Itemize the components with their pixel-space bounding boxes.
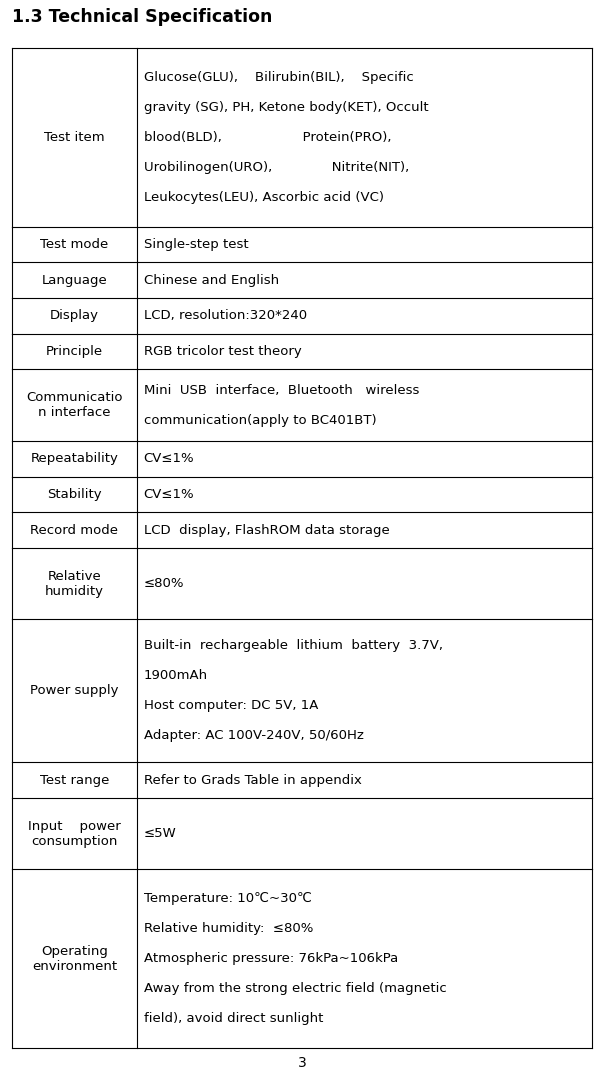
Text: Operating
environment: Operating environment: [32, 944, 117, 972]
Text: Principle: Principle: [46, 345, 103, 358]
Text: ≤80%: ≤80%: [144, 577, 184, 591]
Text: Chinese and English: Chinese and English: [144, 274, 279, 287]
Text: Stability: Stability: [47, 488, 101, 501]
Text: Glucose(GLU),    Bilirubin(BIL),    Specific: Glucose(GLU), Bilirubin(BIL), Specific: [144, 71, 414, 84]
Text: Built-in  rechargeable  lithium  battery  3.7V,: Built-in rechargeable lithium battery 3.…: [144, 639, 443, 652]
Text: CV≤1%: CV≤1%: [144, 488, 194, 501]
Text: Test mode: Test mode: [40, 238, 109, 251]
Text: gravity (SG), PH, Ketone body(KET), Occult: gravity (SG), PH, Ketone body(KET), Occu…: [144, 100, 428, 114]
Text: Mini  USB  interface,  Bluetooth   wireless: Mini USB interface, Bluetooth wireless: [144, 384, 419, 397]
Text: Relative
humidity: Relative humidity: [45, 569, 104, 597]
Text: Power supply: Power supply: [30, 685, 118, 697]
Text: RGB tricolor test theory: RGB tricolor test theory: [144, 345, 301, 358]
Text: Host computer: DC 5V, 1A: Host computer: DC 5V, 1A: [144, 700, 318, 713]
Text: Repeatability: Repeatability: [30, 452, 118, 466]
Text: Single-step test: Single-step test: [144, 238, 248, 251]
Text: blood(BLD),                   Protein(PRO),: blood(BLD), Protein(PRO),: [144, 130, 391, 143]
Text: 1.3 Technical Specification: 1.3 Technical Specification: [12, 8, 272, 26]
Text: Language: Language: [42, 274, 108, 287]
Text: Record mode: Record mode: [30, 524, 118, 537]
Text: field), avoid direct sunlight: field), avoid direct sunlight: [144, 1012, 323, 1025]
Text: Adapter: AC 100V-240V, 50/60Hz: Adapter: AC 100V-240V, 50/60Hz: [144, 730, 364, 743]
Text: 3: 3: [298, 1056, 306, 1070]
Text: 1900mAh: 1900mAh: [144, 669, 208, 682]
Text: Test item: Test item: [44, 130, 104, 143]
Text: Urobilinogen(URO),              Nitrite(NIT),: Urobilinogen(URO), Nitrite(NIT),: [144, 161, 409, 174]
Text: Display: Display: [50, 309, 99, 322]
Text: Atmospheric pressure: 76kPa~106kPa: Atmospheric pressure: 76kPa~106kPa: [144, 952, 398, 965]
Text: ≤5W: ≤5W: [144, 827, 176, 840]
Text: Refer to Grads Table in appendix: Refer to Grads Table in appendix: [144, 774, 362, 787]
Text: Temperature: 10℃~30℃: Temperature: 10℃~30℃: [144, 893, 312, 906]
Text: Input    power
consumption: Input power consumption: [28, 819, 121, 847]
Text: Away from the strong electric field (magnetic: Away from the strong electric field (mag…: [144, 982, 446, 995]
Text: CV≤1%: CV≤1%: [144, 452, 194, 466]
Text: Leukocytes(LEU), Ascorbic acid (VC): Leukocytes(LEU), Ascorbic acid (VC): [144, 191, 384, 204]
Text: Test range: Test range: [40, 774, 109, 787]
Text: Relative humidity:  ≤80%: Relative humidity: ≤80%: [144, 922, 313, 936]
Text: LCD  display, FlashROM data storage: LCD display, FlashROM data storage: [144, 524, 390, 537]
Text: LCD, resolution:320*240: LCD, resolution:320*240: [144, 309, 307, 322]
Text: communication(apply to BC401BT): communication(apply to BC401BT): [144, 414, 376, 427]
Text: Communicatio
n interface: Communicatio n interface: [26, 391, 123, 419]
